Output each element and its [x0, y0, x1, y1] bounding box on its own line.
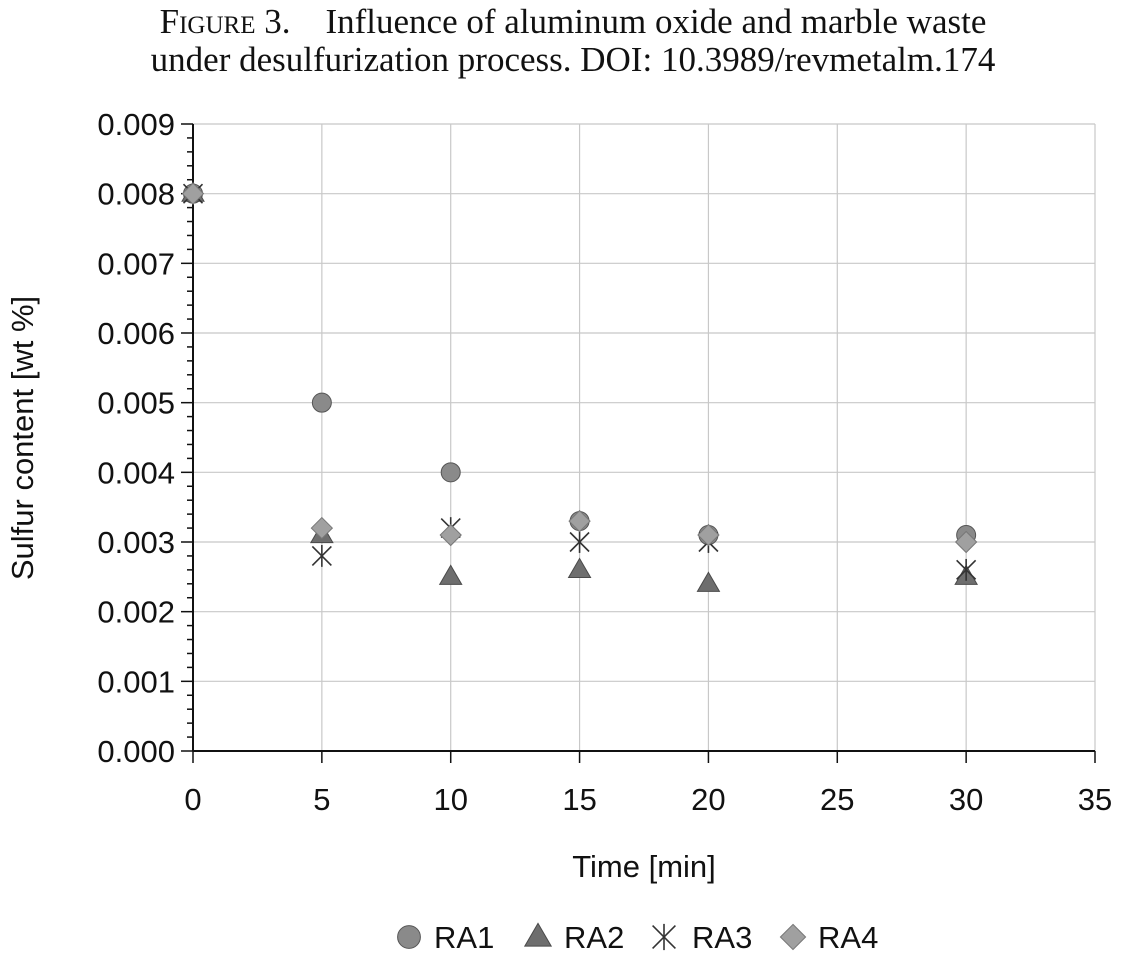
data-point-ra4 [697, 523, 720, 547]
y-tick-label: 0.006 [97, 316, 175, 351]
x-axis-title: Time [min] [572, 849, 716, 884]
data-point-ra2 [567, 557, 592, 578]
caption-line-1: Figure 3. Influence of aluminum oxide an… [0, 2, 1146, 42]
x-tick-label: 30 [949, 782, 983, 817]
legend-label-ra3: RA3 [692, 920, 752, 955]
data-point-ra3 [956, 558, 977, 581]
x-tick-label: 25 [820, 782, 854, 817]
x-tick-label: 10 [433, 782, 467, 817]
legend-marker-ra1 [397, 925, 421, 949]
data-point-ra2 [696, 571, 721, 592]
y-tick-label: 0.000 [97, 734, 175, 769]
legend: RA1 RA2 RA3 RA4 [397, 920, 878, 955]
y-tick-label: 0.004 [97, 455, 175, 490]
data-point-ra4 [439, 523, 462, 547]
data-point-ra4 [310, 516, 334, 540]
data-point-ra3 [311, 545, 332, 567]
legend-label-ra1: RA1 [434, 920, 494, 955]
tick-labels: 0.000 0.001 0.002 0.003 0.004 0.005 0.006 0.007… [97, 107, 1112, 817]
y-tick-label: 0.007 [97, 246, 175, 281]
legend-item-ra1: RA1 [397, 920, 494, 955]
legend-item-ra4: RA4 [779, 920, 878, 955]
x-tick-label: 15 [562, 782, 596, 817]
x-tick-label: 0 [184, 782, 201, 817]
data-point-ra3 [569, 531, 590, 553]
legend-label-ra4: RA4 [818, 920, 878, 955]
y-tick-label: 0.003 [97, 525, 175, 560]
data-point-ra1 [440, 462, 461, 483]
y-tick-label: 0.005 [97, 386, 175, 421]
y-tick-label: 0.001 [97, 664, 175, 699]
caption-text-1: Influence of aluminum oxide and marble w… [325, 2, 987, 41]
legend-item-ra2: RA2 [523, 920, 624, 955]
data-point-ra2 [438, 564, 463, 585]
legend-item-ra3: RA3 [652, 920, 752, 955]
figure-label: Figure 3. [159, 2, 291, 41]
y-tick-label: 0.002 [97, 595, 175, 630]
caption-line-2: under desulfurization process. DOI: 10.3… [150, 40, 996, 79]
grid [193, 123, 1096, 751]
axes [181, 123, 1096, 763]
data-point-ra1 [311, 392, 332, 413]
data-point-ra4 [181, 182, 205, 205]
data-point-ra4 [568, 509, 591, 533]
y-axis-title: Sulfur content [wt %] [5, 296, 40, 580]
legend-marker-ra2 [523, 922, 553, 947]
legend-label-ra2: RA2 [564, 920, 624, 955]
x-tick-label: 5 [313, 782, 330, 817]
x-tick-label: 35 [1078, 782, 1112, 817]
data-marks [181, 181, 979, 592]
series-ra4 [181, 182, 978, 554]
legend-marker-ra3 [652, 923, 676, 951]
y-tick-label: 0.009 [97, 107, 175, 142]
y-tick-label: 0.008 [97, 177, 175, 212]
data-point-ra4 [954, 530, 978, 554]
legend-marker-ra4 [779, 923, 807, 951]
x-tick-label: 20 [691, 782, 725, 817]
